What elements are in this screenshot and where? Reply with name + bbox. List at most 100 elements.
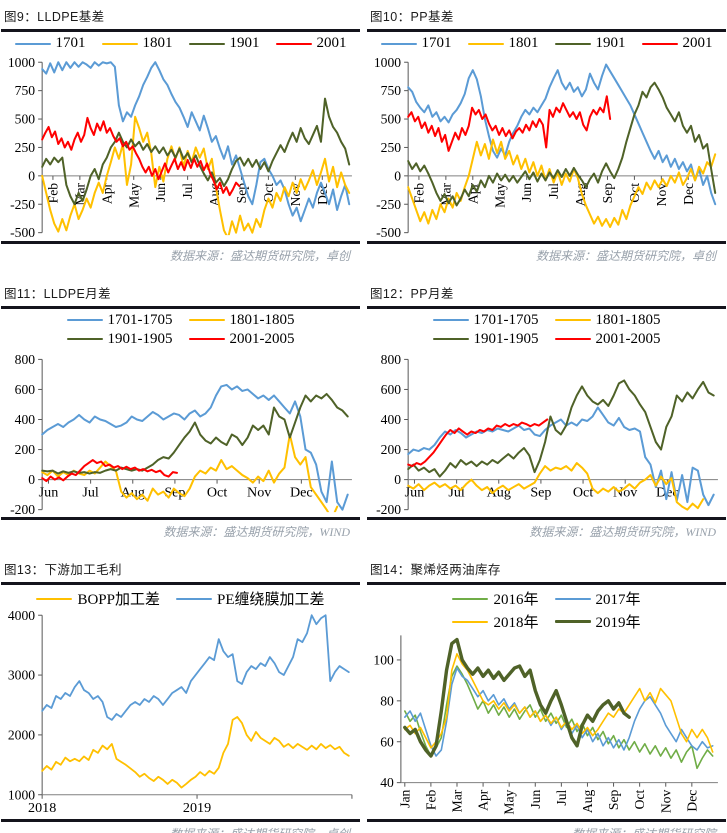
svg-text:250: 250 (15, 140, 36, 155)
svg-text:Dec: Dec (684, 790, 699, 812)
svg-text:Jun: Jun (39, 484, 59, 500)
svg-text:Oct: Oct (627, 183, 642, 203)
svg-text:0: 0 (394, 472, 401, 487)
svg-text:1000: 1000 (374, 55, 401, 70)
series-line-1801-1805 (41, 433, 339, 512)
svg-text:3000: 3000 (8, 668, 35, 683)
svg-text:0: 0 (28, 168, 35, 183)
chart-polyolefin-inventory: 2016年 2017年 2018年 2019年 40 60 80 100 Jan Feb Mar A… (367, 587, 726, 819)
svg-text:Aug: Aug (487, 484, 511, 500)
chart-lldpe-month-spread: 1701-1705 1801-1805 1901-1905 2001-2005 -20… (1, 311, 360, 518)
source-caption: 数据来源：盛达期货研究院 (367, 822, 726, 833)
svg-text:Jun: Jun (519, 183, 534, 202)
svg-text:500: 500 (381, 112, 402, 127)
svg-text:Nov: Nov (613, 484, 638, 500)
svg-text:750: 750 (15, 83, 36, 98)
svg-text:Feb: Feb (423, 790, 438, 811)
svg-text:May: May (502, 790, 517, 815)
svg-text:May: May (492, 183, 507, 208)
svg-text:Nov: Nov (654, 183, 669, 207)
figure-downstream-margin: 图13：下游加工毛利 BOPP加工差 PE缠绕膜加工差 1000 2000 3000 4… (1, 555, 360, 833)
chart-pp-basis: 1701 1801 1901 2001 -500 -250 0 250 500 750 1000 F… (367, 34, 726, 241)
svg-text:Dec: Dec (681, 183, 696, 205)
svg-text:May: May (126, 183, 141, 208)
chart-lldpe-basis: 1701 1801 1901 2001 -500 -250 0 250 500 750 1000 F… (1, 34, 360, 241)
chart-canvas: -200 0 200 400 600 800 Jun Jul Aug Sep Oct Nov Dec (10, 352, 352, 517)
svg-text:2018: 2018 (28, 800, 56, 816)
svg-text:400: 400 (381, 412, 402, 427)
svg-text:Apr: Apr (99, 182, 114, 204)
svg-text:Aug: Aug (580, 790, 595, 814)
svg-text:Jul: Jul (82, 484, 99, 500)
svg-text:0: 0 (28, 472, 35, 487)
bottom-rule (1, 240, 360, 244)
figure-lldpe-month-spread: 图11：LLDPE月差 1701-1705 1801-1805 1901-1905 2… (1, 279, 360, 546)
figure-title: 图9：LLDPE基差 (4, 10, 105, 24)
svg-text:Oct: Oct (261, 183, 276, 203)
svg-text:40: 40 (380, 776, 394, 791)
svg-text:-500: -500 (376, 225, 401, 240)
figure-lldpe-basis: 图9：LLDPE基差 1701 1801 1901 2001 -500 -250 0 250… (1, 2, 360, 269)
svg-text:Sep: Sep (600, 183, 615, 204)
series-line-2001-2005 (407, 418, 549, 467)
svg-text:Mar: Mar (450, 790, 465, 813)
chart-pp-month-spread: 1701-1705 1801-1805 1901-1905 2001-2005 -20… (367, 311, 726, 518)
title-rule (1, 305, 360, 309)
series-line-1701 (407, 63, 717, 206)
svg-text:Nov: Nov (247, 484, 272, 500)
source-caption: 数据来源：盛达期货研究院，卓创 (535, 248, 716, 263)
svg-text:Oct: Oct (207, 484, 227, 500)
series-line-2001 (407, 95, 612, 152)
svg-text:Sep: Sep (606, 790, 621, 811)
figure-title: 图11：LLDPE月差 (4, 286, 111, 301)
svg-text:600: 600 (15, 382, 36, 397)
title-rule (367, 29, 726, 32)
svg-text:1000: 1000 (8, 788, 35, 803)
svg-text:-500: -500 (10, 225, 35, 240)
figure-title: 图10：PP基差 (370, 10, 454, 24)
svg-text:100: 100 (373, 653, 394, 668)
bottom-rule (367, 517, 726, 521)
bottom-rule (367, 240, 726, 244)
svg-text:400: 400 (15, 412, 36, 427)
svg-text:Aug: Aug (121, 484, 145, 500)
figure-title: 图12：PP月差 (370, 286, 454, 301)
svg-text:-250: -250 (10, 197, 35, 212)
series-line-1801 (41, 115, 351, 236)
svg-text:1000: 1000 (8, 55, 35, 70)
svg-text:Jul: Jul (554, 790, 569, 806)
svg-text:-200: -200 (376, 502, 401, 517)
figure-title: 图13：下游加工毛利 (4, 563, 122, 578)
bottom-rule (1, 517, 360, 521)
svg-text:750: 750 (381, 83, 402, 98)
title-rule (367, 582, 726, 586)
chart-downstream-margin: BOPP加工差 PE缠绕膜加工差 1000 2000 3000 4000 2018 2019 (1, 587, 360, 819)
svg-text:2019: 2019 (183, 800, 211, 816)
source-caption: 数据来源：盛达期货研究院，卓创 (169, 248, 350, 263)
chart-canvas: 40 60 80 100 Jan Feb Mar Apr May Jun Jul Aug Sep Oct N… (373, 635, 718, 815)
svg-text:600: 600 (381, 382, 402, 397)
bottom-rule (1, 819, 360, 823)
series-line-1901 (41, 97, 351, 206)
svg-text:200: 200 (15, 442, 36, 457)
svg-text:0: 0 (394, 168, 401, 183)
svg-text:-200: -200 (10, 502, 35, 517)
svg-text:60: 60 (380, 735, 394, 750)
figure-title: 图14：聚烯烃两油库存 (370, 563, 501, 578)
svg-text:Apr: Apr (476, 790, 491, 812)
svg-text:800: 800 (15, 352, 36, 367)
series-line-1701 (41, 61, 351, 223)
series-line-BOPP加工差 (41, 716, 350, 789)
series-line-2001 (41, 116, 241, 197)
figure-polyolefin-inventory: 图14：聚烯烃两油库存 2016年 2017年 2018年 2019年 40 60 80 1… (367, 555, 726, 833)
svg-text:Sep: Sep (530, 484, 551, 500)
svg-text:-250: -250 (376, 197, 401, 212)
source-caption: 数据来源：盛达期货研究院，WIND (529, 525, 716, 540)
series-line-1801 (407, 138, 717, 229)
chart-canvas: 1000 2000 3000 4000 2018 2019 (8, 608, 353, 816)
svg-text:80: 80 (380, 694, 394, 709)
svg-text:2000: 2000 (8, 728, 35, 743)
